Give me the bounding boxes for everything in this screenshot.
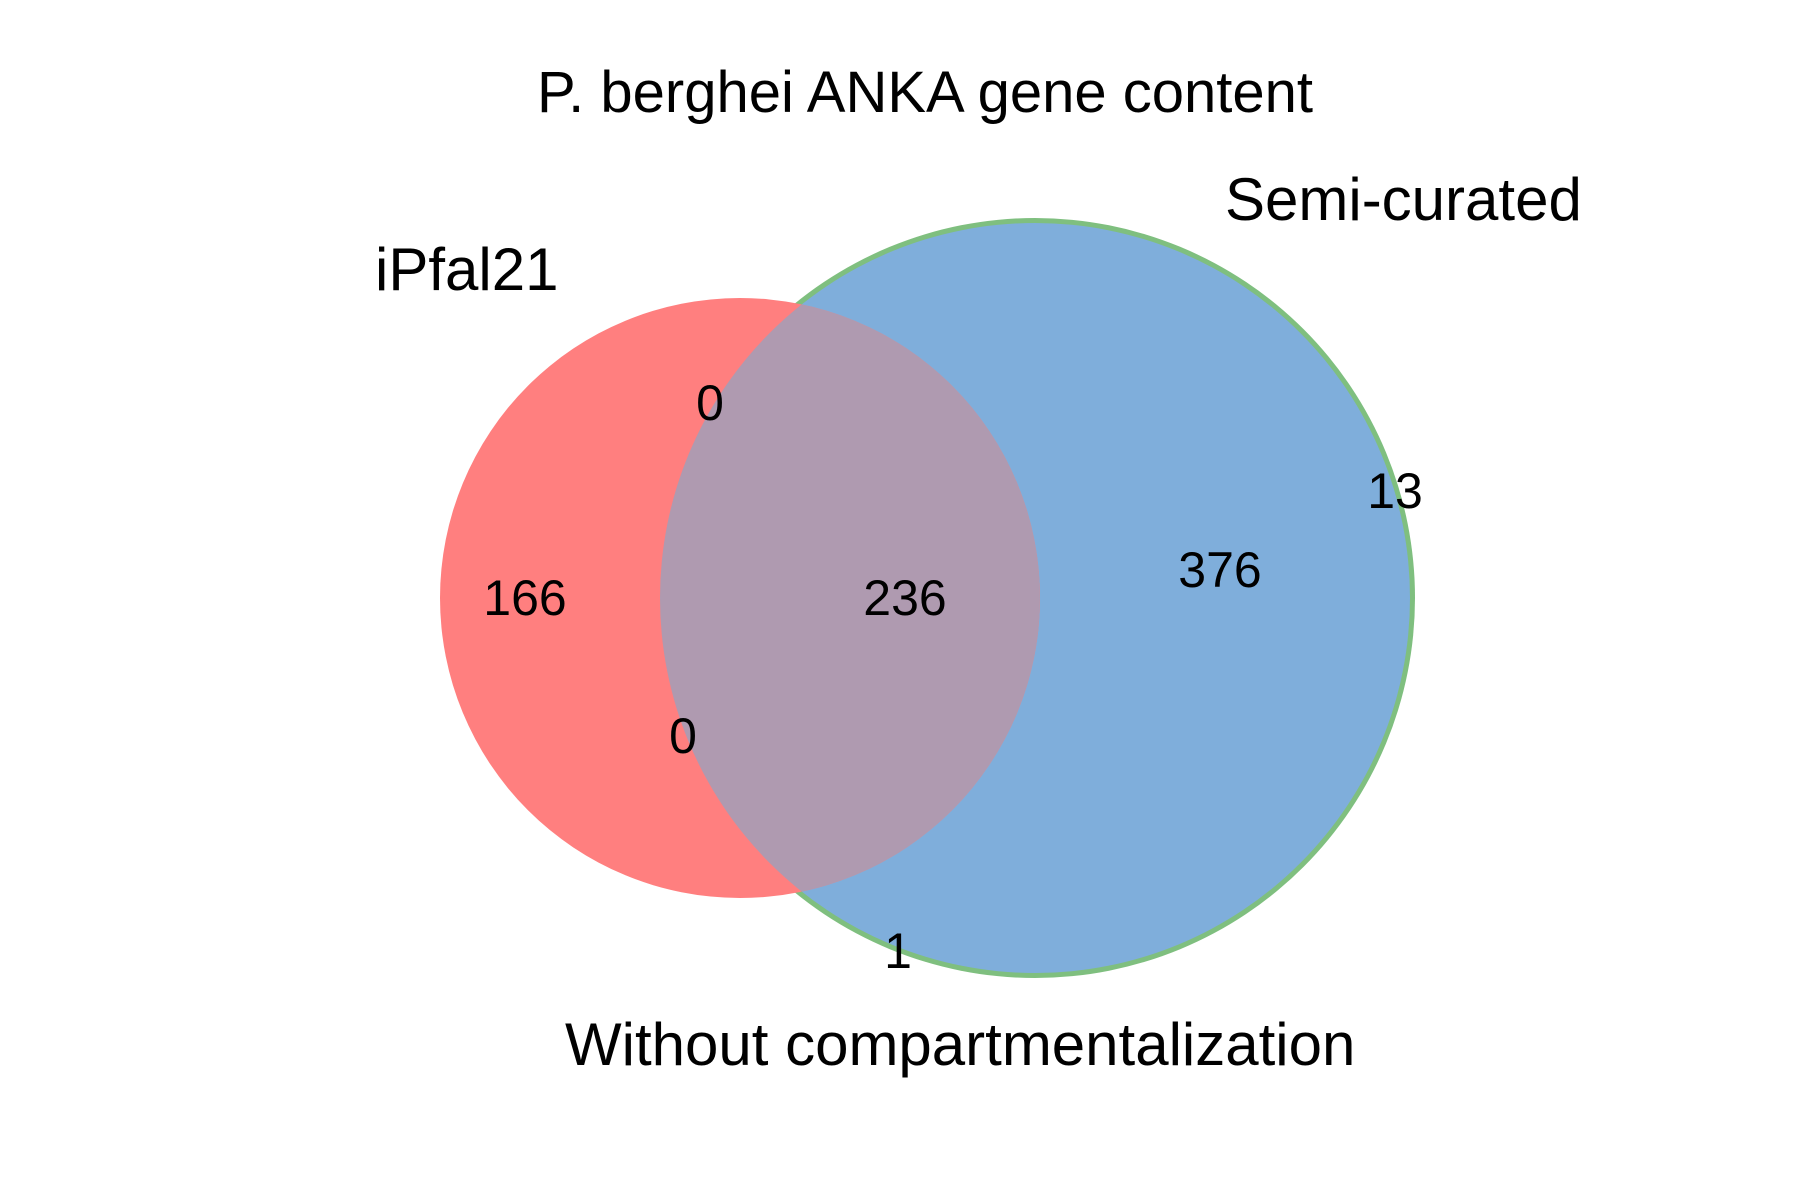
count-all-three: 236: [863, 570, 946, 626]
count-without-only: 1: [884, 923, 912, 979]
count-semi-only: 13: [1367, 463, 1423, 519]
set-label-semi-curated: Semi-curated: [1225, 166, 1582, 233]
set-label-ipfal21: iPfal21: [375, 236, 558, 303]
count-ipfal21-only: 166: [483, 570, 566, 626]
count-semi-without: 376: [1178, 542, 1261, 598]
count-ipfal21-without: 0: [669, 708, 697, 764]
chart-title: P. berghei ANKA gene content: [537, 60, 1313, 125]
overlap-region: [660, 298, 1040, 898]
count-ipfal21-semi: 0: [696, 375, 724, 431]
set-label-without-compartmentalization: Without compartmentalization: [565, 1011, 1355, 1078]
